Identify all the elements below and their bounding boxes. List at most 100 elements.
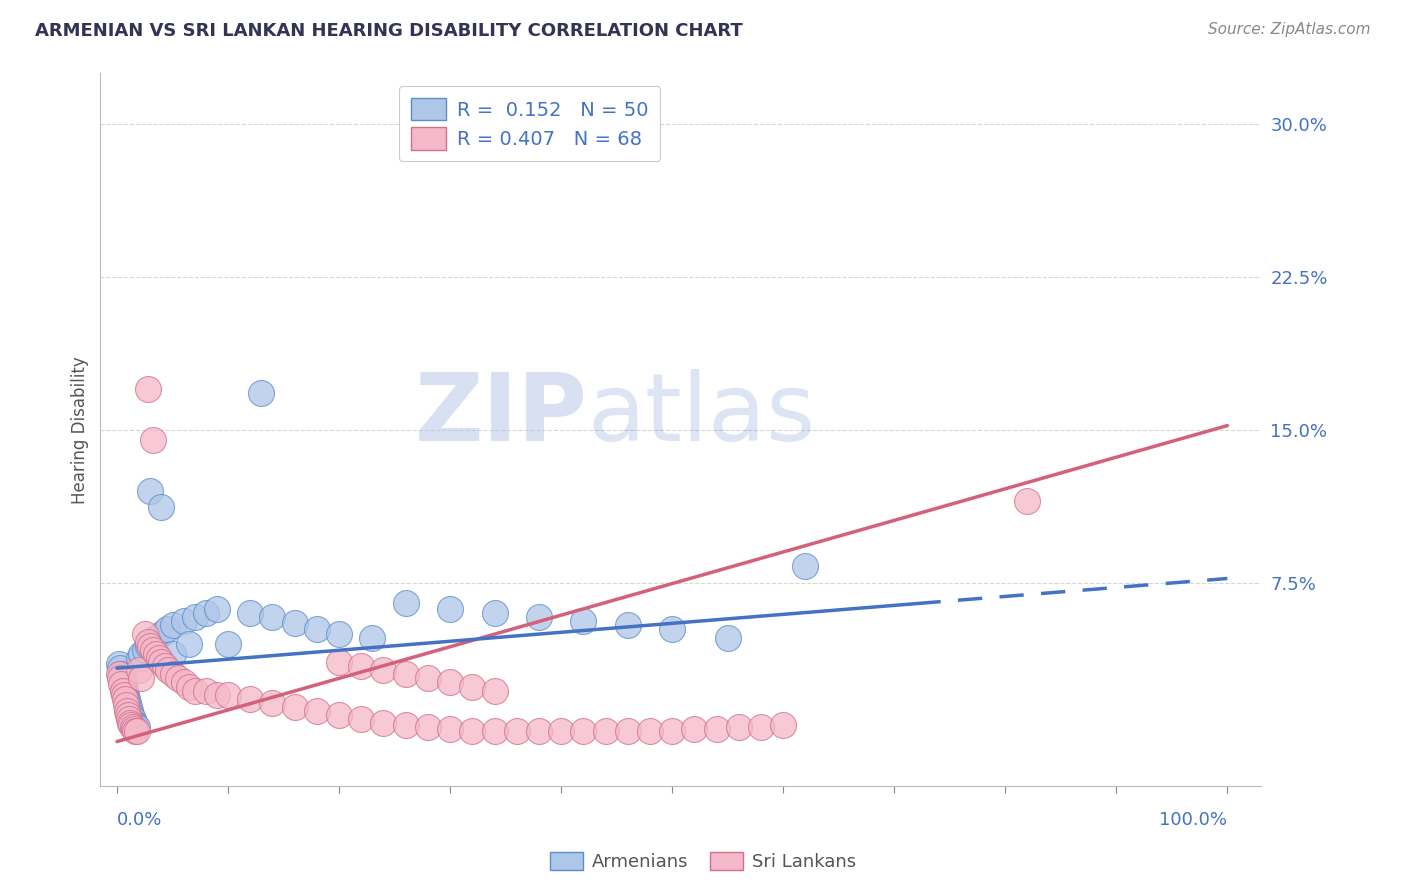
Point [179, 680, 201, 694]
Point [395, 718, 418, 732]
Point [136, 639, 159, 653]
Point [727, 720, 749, 734]
Point [122, 723, 145, 737]
Point [115, 691, 138, 706]
Point [506, 724, 529, 739]
Point [395, 596, 418, 610]
Legend: R =  0.152   N = 50, R = 0.407   N = 68: R = 0.152 N = 50, R = 0.407 N = 68 [399, 87, 661, 161]
Point [114, 683, 136, 698]
Text: ARMENIAN VS SRI LANKAN HEARING DISABILITY CORRELATION CHART: ARMENIAN VS SRI LANKAN HEARING DISABILIT… [35, 22, 742, 40]
Point [125, 720, 148, 734]
Point [131, 671, 153, 685]
Point [134, 643, 156, 657]
Text: 0.0%: 0.0% [117, 811, 162, 829]
Point [439, 723, 461, 737]
Point [150, 626, 173, 640]
Point [373, 716, 395, 731]
Point [136, 634, 159, 648]
Point [205, 688, 228, 702]
Point [706, 723, 728, 737]
Point [183, 610, 205, 624]
Point [110, 661, 132, 675]
Point [350, 712, 373, 726]
Point [205, 602, 228, 616]
Point [121, 720, 143, 734]
Point [217, 688, 239, 702]
Point [439, 602, 461, 616]
Point [108, 667, 131, 681]
Point [328, 655, 350, 669]
Point [112, 677, 135, 691]
Point [141, 643, 163, 657]
Point [134, 626, 156, 640]
Point [150, 500, 173, 515]
Point [120, 708, 142, 723]
Point [115, 698, 138, 712]
Point [616, 618, 638, 632]
Point [120, 716, 142, 731]
Point [120, 704, 142, 718]
Point [128, 651, 150, 665]
Point [173, 615, 195, 629]
Point [527, 610, 550, 624]
Point [162, 618, 184, 632]
Point [157, 663, 180, 677]
Point [683, 723, 706, 737]
Point [772, 718, 794, 732]
Point [121, 712, 143, 726]
Point [110, 677, 132, 691]
Point [328, 626, 350, 640]
Point [110, 667, 132, 681]
Point [162, 667, 184, 681]
Point [194, 606, 217, 620]
Point [328, 708, 350, 723]
Point [145, 631, 167, 645]
Text: atlas: atlas [588, 369, 815, 461]
Point [141, 433, 163, 447]
Point [110, 671, 132, 685]
Point [124, 724, 146, 739]
Point [148, 651, 170, 665]
Point [572, 724, 595, 739]
Point [139, 483, 162, 498]
Point [461, 680, 484, 694]
Point [638, 724, 661, 739]
Y-axis label: Hearing Disability: Hearing Disability [72, 356, 89, 504]
Point [262, 610, 284, 624]
Point [111, 683, 134, 698]
Point [661, 623, 683, 637]
Point [117, 708, 139, 723]
Point [183, 683, 205, 698]
Point [616, 724, 638, 739]
Point [484, 724, 506, 739]
Point [794, 559, 817, 574]
Point [305, 704, 328, 718]
Point [194, 683, 217, 698]
Point [125, 724, 148, 739]
Point [527, 724, 550, 739]
Point [124, 718, 146, 732]
Point [111, 671, 134, 685]
Point [131, 647, 153, 661]
Point [139, 639, 162, 653]
Point [156, 623, 179, 637]
Point [416, 720, 439, 734]
Point [484, 606, 506, 620]
Text: ZIP: ZIP [415, 369, 588, 461]
Point [461, 724, 484, 739]
Point [153, 659, 176, 673]
Point [120, 718, 142, 732]
Point [128, 663, 150, 677]
Point [239, 691, 262, 706]
Point [284, 616, 307, 631]
Point [717, 631, 740, 645]
Text: 100.0%: 100.0% [1160, 811, 1227, 829]
Point [118, 699, 141, 714]
Point [173, 675, 195, 690]
Point [179, 637, 201, 651]
Point [262, 696, 284, 710]
Point [150, 655, 173, 669]
Point [361, 631, 384, 645]
Point [122, 716, 145, 731]
Point [250, 386, 273, 401]
